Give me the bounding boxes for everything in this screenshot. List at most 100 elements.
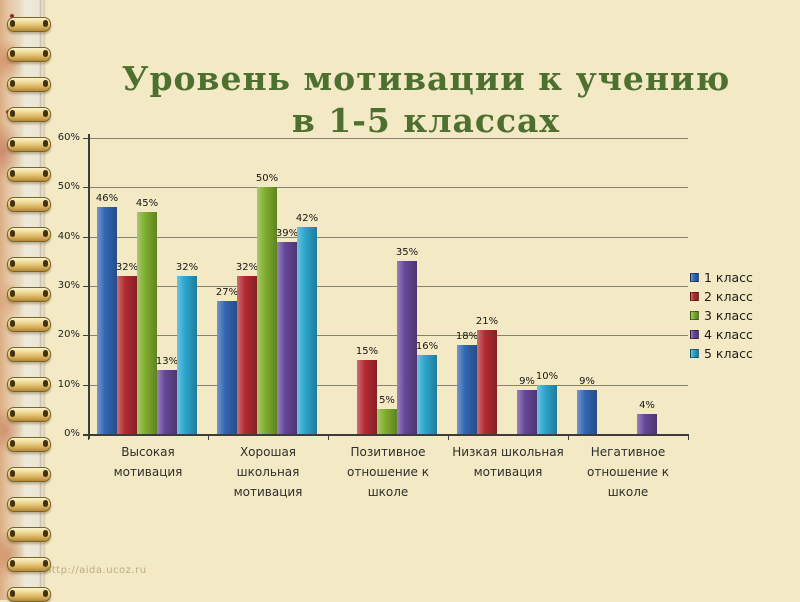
legend-swatch [690,273,699,282]
y-axis-label: 40% [57,230,80,242]
category-label: Позитивное отношение к школе [347,445,429,499]
binding-ring [7,407,51,422]
y-axis-label: 60% [57,132,80,143]
bar-4-класс-2 [277,241,297,434]
bar-4-класс-1 [157,369,177,434]
y-axis-tick [83,335,88,337]
y-axis-label: 30% [57,280,80,291]
legend-label: 1 класс [704,270,753,285]
x-axis-tick [688,434,689,440]
watermark-url: http://aida.ucoz.ru [45,565,147,576]
y-axis-label: 50% [57,181,80,193]
bar-4-класс-3 [397,261,417,434]
y-axis [88,134,90,439]
x-axis-tick [208,434,209,440]
binding-ring [7,137,51,152]
bar-4-класс-4 [517,389,537,434]
bar-2-класс-1 [117,276,137,434]
bar-2-класс-2 [237,276,257,434]
binding-ring [7,317,51,332]
bar-value-label: 4% [639,400,655,412]
binding-ring [7,527,51,542]
bar-value-label: 39% [275,227,299,239]
bar-5-класс-3 [417,355,437,434]
bar-3-класс-3 [377,409,397,434]
gridline [88,187,688,189]
y-axis-tick [83,286,88,287]
y-axis-tick [83,384,88,386]
x-axis [83,434,688,436]
bar-value-label: 45% [135,198,159,209]
legend-item: 5 класс [690,344,753,363]
binding-ring [7,47,51,62]
slide-title-line1: Уровень мотивации к учению [121,59,731,99]
category-label: Хорошая школьная мотивация [233,445,303,499]
notebook-binding [0,0,51,602]
gridline [88,236,688,238]
bar-value-label: 50% [255,173,279,185]
bar-1-класс-2 [217,300,237,434]
bar-1-класс-4 [457,345,477,434]
category-label: Негативное отношение к школе [587,445,669,499]
legend-item: 3 класс [690,306,753,325]
legend-swatch [690,292,699,301]
x-axis-tick [328,434,329,440]
legend-item: 2 класс [690,287,753,306]
bar-3-класс-2 [257,187,277,434]
legend-swatch [690,349,699,358]
bar-value-label: 18% [455,331,479,343]
gridline [88,138,688,139]
slide-title: Уровень мотивации к учению в 1-5 классах [56,58,796,142]
bar-value-label: 13% [155,355,179,367]
gridline [88,335,688,337]
bar-value-label: 10% [535,370,559,382]
binding-ring [7,197,51,212]
binding-ring [7,467,51,482]
bar-5-класс-4 [537,384,557,434]
bar-value-label: 27% [215,286,239,298]
bar-value-label: 5% [379,395,395,407]
binding-ring [7,497,51,512]
bar-value-label: 21% [475,316,499,328]
y-axis-tick [83,187,88,189]
chart-legend: 1 класс 2 класс 3 класс 4 класс 5 класс [690,268,753,363]
binding-ring [7,377,51,392]
binding-ring [7,17,51,32]
legend-swatch [690,330,699,339]
bar-3-класс-1 [137,212,157,434]
binding-ring [7,557,51,572]
bar-5-класс-1 [177,276,197,434]
legend-item: 4 класс [690,325,753,344]
bar-value-label: 35% [395,247,419,259]
bar-1-класс-1 [97,207,117,434]
binding-ring [7,167,51,182]
category-label: Низкая школьная мотивация [452,445,564,479]
binding-ring [7,437,51,452]
legend-label: 2 класс [704,289,753,304]
gridline [88,286,688,287]
gridline [88,384,688,386]
binding-ring [7,77,51,92]
bar-value-label: 46% [95,193,119,205]
bar-5-класс-2 [297,226,317,434]
bar-value-label: 16% [415,341,439,353]
legend-swatch [690,311,699,320]
bar-value-label: 32% [175,262,199,274]
bar-value-label: 32% [235,262,259,274]
bar-1-класс-5 [577,389,597,434]
bar-2-класс-3 [357,360,377,434]
bar-value-label: 42% [295,212,319,224]
bar-4-класс-5 [637,414,657,434]
binding-ring [7,287,51,302]
legend-label: 3 класс [704,308,753,323]
y-axis-tick [83,236,88,238]
y-axis-label: 20% [57,329,80,341]
y-axis-tick [83,138,88,139]
slide-title-line2: в 1-5 классах [291,101,561,141]
bar-value-label: 15% [355,346,379,357]
binding-ring [7,257,51,272]
bar-value-label: 32% [115,262,139,274]
bar-value-label: 9% [579,375,595,387]
x-axis-tick [88,434,89,440]
legend-label: 4 класс [704,327,753,342]
